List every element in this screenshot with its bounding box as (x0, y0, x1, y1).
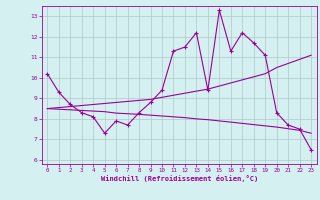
X-axis label: Windchill (Refroidissement éolien,°C): Windchill (Refroidissement éolien,°C) (100, 175, 258, 182)
